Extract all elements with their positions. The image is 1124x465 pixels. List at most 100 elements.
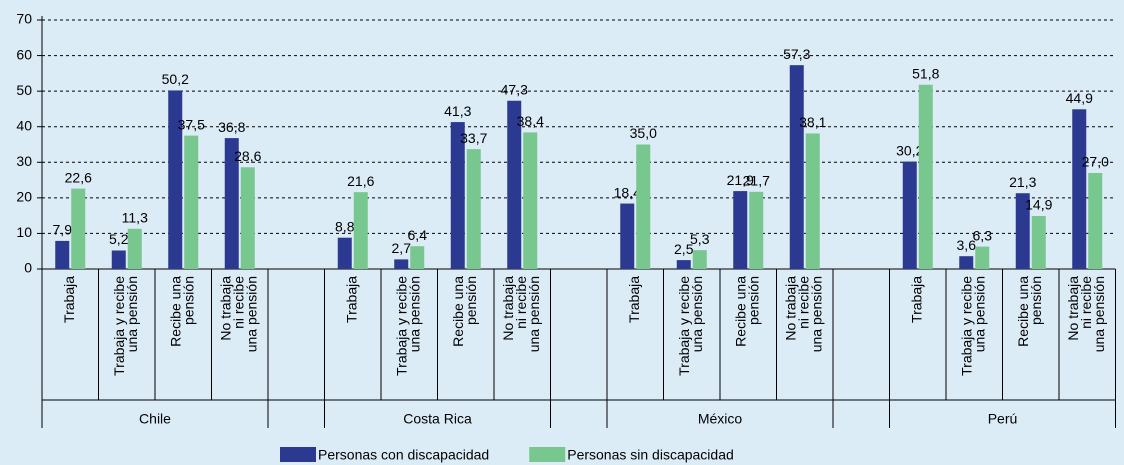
- bar: [450, 122, 465, 269]
- x-tick-label: una pensión: [1091, 276, 1107, 352]
- x-tick-label: una pensión: [406, 276, 422, 352]
- value-label: 33,7: [460, 130, 487, 146]
- value-label: 21,6: [347, 173, 374, 189]
- x-tick-label: pensión: [180, 276, 196, 325]
- value-label: 57,3: [783, 46, 810, 62]
- bar: [55, 240, 70, 269]
- y-tick-label: 70: [16, 11, 32, 27]
- x-tick-label: ni recibe: [513, 276, 529, 329]
- value-label: 6,4: [408, 227, 428, 243]
- value-label: 51,8: [912, 65, 939, 81]
- y-tick-label: 20: [16, 189, 32, 205]
- x-tick-label: No trabaja: [1065, 276, 1081, 341]
- x-tick-label: pensión: [745, 276, 761, 325]
- bar: [523, 132, 538, 269]
- bar: [127, 228, 142, 269]
- value-label: 37,5: [178, 116, 205, 132]
- bar: [394, 259, 409, 269]
- x-tick-label: No trabaja: [782, 276, 798, 341]
- bar: [507, 100, 522, 269]
- value-label: 6,3: [973, 227, 993, 243]
- x-tick-label: Recibe una: [732, 276, 748, 347]
- x-tick-label: una pensión: [808, 276, 824, 352]
- bar: [71, 188, 86, 269]
- value-label: 27,0: [1082, 154, 1109, 170]
- x-tick-label: Trabaja: [343, 276, 359, 323]
- value-label: 11,3: [122, 210, 148, 226]
- bar: [337, 237, 352, 269]
- value-label: 47,3: [501, 81, 528, 97]
- x-tick-label: Trabaja y recibe: [111, 276, 127, 376]
- x-tick-label: Trabaja: [626, 276, 642, 323]
- x-tick-label: ni recibe: [230, 276, 246, 329]
- legend-swatch: [280, 447, 316, 462]
- bar: [1015, 193, 1030, 269]
- bar: [692, 250, 707, 269]
- x-tick-label: ni recibe: [795, 276, 811, 329]
- bar: [1031, 215, 1046, 269]
- legend-label: Personas sin discapacidad: [567, 447, 734, 463]
- value-label: 28,6: [234, 148, 261, 164]
- bar: [184, 135, 199, 269]
- value-label: 38,4: [517, 113, 544, 129]
- value-label: 44,9: [1066, 90, 1093, 106]
- y-tick-label: 50: [16, 82, 32, 98]
- bar: [636, 144, 651, 269]
- value-label: 8,8: [335, 218, 355, 234]
- bar: [168, 90, 183, 269]
- bar: [240, 167, 255, 269]
- bar: [620, 203, 635, 269]
- x-tick-label: No trabaja: [500, 276, 516, 341]
- bar: [353, 192, 368, 269]
- y-tick-label: 10: [16, 224, 32, 240]
- bar: [902, 161, 917, 269]
- x-tick-label: No trabaja: [217, 276, 233, 341]
- value-label: 2,7: [392, 240, 412, 256]
- y-tick-label: 40: [16, 117, 32, 133]
- x-tick-label: una pensión: [689, 276, 705, 352]
- x-tick-label: una pensión: [971, 276, 987, 352]
- bar: [676, 260, 691, 269]
- x-tick-label: pensión: [463, 276, 479, 325]
- value-label: 30,2: [896, 142, 923, 158]
- value-label: 50,2: [162, 71, 189, 87]
- value-label: 7,9: [53, 222, 73, 238]
- value-label: 21,9: [727, 172, 754, 188]
- x-tick-label: Trabaja y recibe: [393, 276, 409, 376]
- x-tick-label: una pensión: [526, 276, 542, 352]
- x-tick-label: Recibe una: [167, 276, 183, 347]
- x-tick-label: Recibe una: [1015, 276, 1031, 347]
- value-label: 18,4: [614, 184, 641, 200]
- x-tick-label: pensión: [1028, 276, 1044, 325]
- bar: [466, 149, 481, 269]
- bar: [749, 191, 764, 269]
- value-label: 5,2: [109, 231, 129, 247]
- value-label: 38,1: [799, 114, 826, 130]
- y-tick-label: 0: [24, 260, 32, 276]
- x-tick-label: una pensión: [243, 276, 259, 352]
- x-tick-label: una pensión: [124, 276, 140, 352]
- value-label: 22,6: [65, 169, 92, 185]
- y-tick-label: 60: [16, 46, 32, 62]
- value-label: 21,3: [1009, 174, 1036, 190]
- bar: [805, 133, 820, 269]
- bar: [918, 84, 933, 270]
- bar: [959, 256, 974, 269]
- x-tick-label: Recibe una: [450, 276, 466, 347]
- x-tick-label: Trabaja: [61, 276, 77, 323]
- x-tick-label: Trabaja y recibe: [676, 276, 692, 376]
- value-label: 36,8: [218, 119, 245, 135]
- bar: [975, 246, 990, 269]
- x-tick-label: Trabaja y recibe: [958, 276, 974, 376]
- value-label: 14,9: [1025, 197, 1052, 213]
- bar: [733, 191, 748, 269]
- bar: [111, 250, 126, 269]
- group-label: México: [698, 411, 743, 427]
- legend-label: Personas con discapacidad: [318, 447, 489, 463]
- group-label: Chile: [139, 411, 171, 427]
- value-label: 3,6: [957, 237, 977, 253]
- value-label: 35,0: [630, 125, 657, 141]
- value-label: 5,3: [690, 231, 710, 247]
- bar: [1072, 109, 1087, 269]
